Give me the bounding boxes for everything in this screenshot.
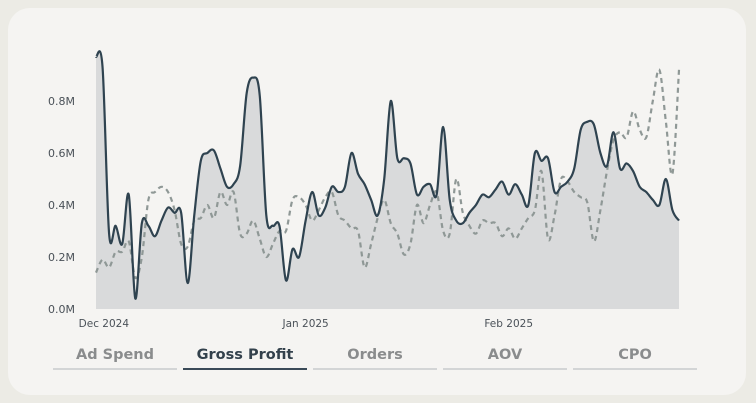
tab-aov[interactable]: AOV <box>443 347 567 370</box>
x-tick-label: Jan 2025 <box>281 318 328 330</box>
x-tick-label: Feb 2025 <box>484 318 533 330</box>
y-tick-label: 0.2M <box>48 251 75 264</box>
y-tick-label: 0.8M <box>48 95 75 108</box>
y-tick-label: 0.4M <box>48 199 75 212</box>
x-tick-label: Dec 2024 <box>79 318 130 330</box>
tab-cpo[interactable]: CPO <box>573 347 697 370</box>
y-tick-label: 0.6M <box>48 147 75 160</box>
metric-tabs: Ad Spend Gross Profit Orders AOV CPO <box>53 347 697 370</box>
y-tick-label: 0.0M <box>48 303 75 316</box>
gross-profit-line <box>94 50 680 300</box>
gross-profit-area <box>96 51 679 310</box>
tab-ad-spend[interactable]: Ad Spend <box>53 347 177 370</box>
tab-orders[interactable]: Orders <box>313 347 437 370</box>
tab-gross-profit[interactable]: Gross Profit <box>183 347 307 370</box>
